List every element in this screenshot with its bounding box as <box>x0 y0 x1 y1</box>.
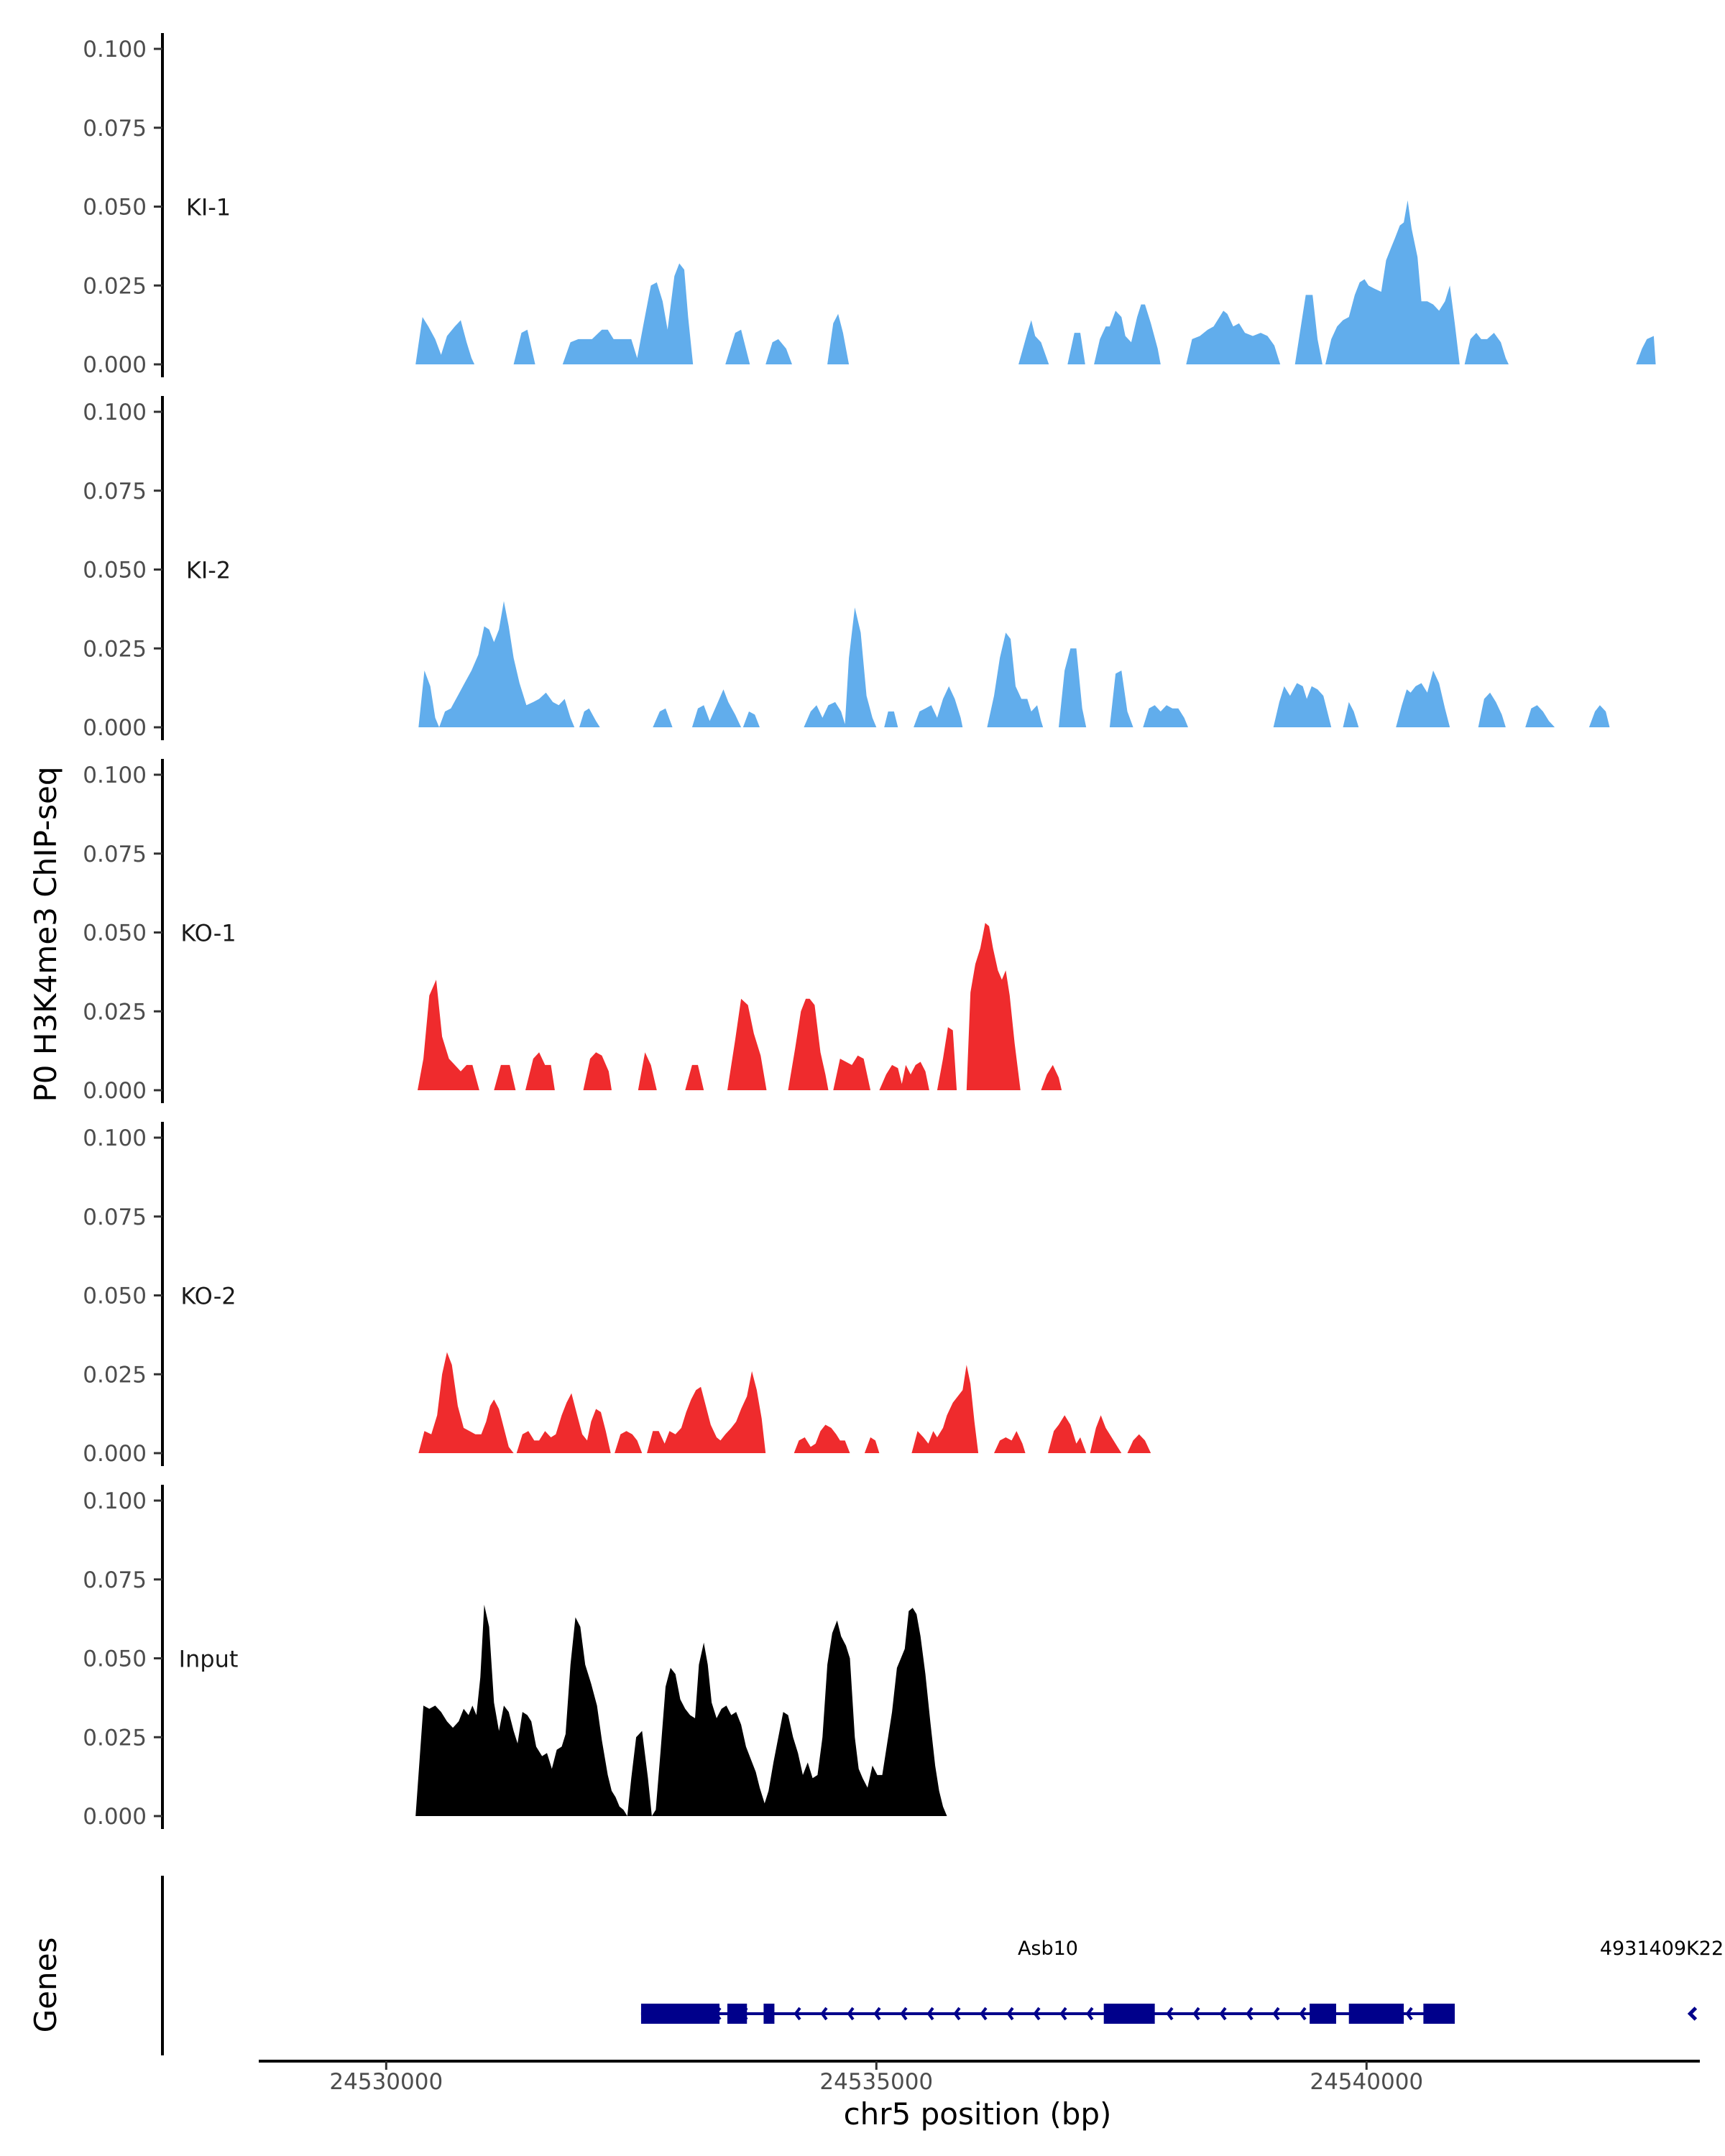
gene-label: 4931409K22R <box>1600 1938 1725 1960</box>
track-label: KI-1 <box>186 194 231 221</box>
strand-arrow <box>794 2007 801 2021</box>
strand-arrow <box>1033 2007 1041 2021</box>
y-tick-label: 0.000 <box>83 1804 147 1830</box>
signal-area-ko-1 <box>418 923 1062 1090</box>
strand-arrow <box>1166 2007 1174 2021</box>
y-tick-label: 0.050 <box>83 1284 147 1309</box>
y-tick-label: 0.075 <box>83 1204 147 1230</box>
signal-area-ko-2 <box>418 1352 1151 1453</box>
y-tick-label: 0.000 <box>83 1441 147 1467</box>
y-tick-label: 0.100 <box>83 1125 147 1151</box>
y-tick-label: 0.075 <box>83 116 147 142</box>
strand-arrow <box>1299 2007 1307 2021</box>
y-tick-label: 0.000 <box>83 352 147 378</box>
track-ko-2: 0.000 0.025 0.050 0.075 0.100 KO-2 <box>83 1122 1151 1467</box>
gene-exon <box>640 2004 720 2024</box>
gene-label: Asb10 <box>1018 1938 1078 1960</box>
x-tick-label: 24540000 <box>1310 2069 1423 2095</box>
y-tick-label: 0.025 <box>83 999 147 1025</box>
strand-arrow <box>1246 2007 1254 2021</box>
strand-arrow <box>1192 2007 1200 2021</box>
strand-arrow <box>1219 2007 1227 2021</box>
gene-exon <box>1310 2004 1336 2024</box>
y-tick-label: 0.075 <box>83 842 147 867</box>
y-tick-label: 0.050 <box>83 195 147 221</box>
y-tick-label: 0.100 <box>83 37 147 63</box>
track-input: 0.000 0.025 0.050 0.075 0.100 Input <box>83 1485 947 1830</box>
track-label: KO-2 <box>180 1283 236 1310</box>
y-tick-label: 0.000 <box>83 1078 147 1104</box>
y-tick-label: 0.025 <box>83 1725 147 1751</box>
strand-arrow <box>1272 2007 1280 2021</box>
strand-arrow <box>820 2007 828 2021</box>
y-tick-label: 0.000 <box>83 715 147 741</box>
y-tick-label: 0.075 <box>83 479 147 505</box>
gene-exon <box>1103 2004 1155 2024</box>
track-label: Input <box>179 1646 239 1673</box>
strand-arrow <box>1059 2007 1067 2021</box>
gene-exon <box>763 2004 775 2024</box>
gene-exon <box>1423 2004 1455 2024</box>
gene-exon <box>1348 2004 1404 2024</box>
track-ki-1: 0.000 0.025 0.050 0.075 0.100 KI-1 <box>83 33 1656 378</box>
track-ki-2: 0.000 0.025 0.050 0.075 0.100 KI-2 <box>83 396 1610 741</box>
y-tick-label: 0.075 <box>83 1567 147 1593</box>
y-tick-label: 0.100 <box>83 763 147 788</box>
gene-asb10: Asb10 <box>640 1938 1455 2024</box>
y-tick-label: 0.050 <box>83 558 147 584</box>
signal-area-input <box>415 1604 947 1816</box>
y-tick-label: 0.100 <box>83 400 147 425</box>
gene-4931409k22r: 4931409K22R <box>1600 1938 1725 2021</box>
y-tick-label: 0.025 <box>83 1362 147 1388</box>
track-ko-1: 0.000 0.025 0.050 0.075 0.100 KO-1 <box>83 759 1062 1104</box>
x-tick-label: 24530000 <box>329 2069 443 2095</box>
signal-area-ki-2 <box>418 601 1610 727</box>
y-axis-title: P0 H3K4me3 ChIP-seq <box>28 766 63 1102</box>
track-label: KI-2 <box>186 557 231 584</box>
x-tick-label: 24535000 <box>819 2069 933 2095</box>
gene-track: Genes Asb10 4931409K22R <box>28 1876 1725 2055</box>
x-axis: 24530000 24535000 24540000 <box>259 2060 1700 2095</box>
y-tick-label: 0.100 <box>83 1488 147 1514</box>
track-label: KO-1 <box>180 920 236 947</box>
strand-arrow <box>1006 2007 1014 2021</box>
signal-area-ki-1 <box>415 200 1656 364</box>
gene-exon <box>727 2004 748 2024</box>
x-axis-title: chr5 position (bp) <box>844 2096 1112 2132</box>
y-tick-label: 0.050 <box>83 1646 147 1672</box>
strand-arrow <box>900 2007 908 2021</box>
strand-arrow <box>926 2007 934 2021</box>
strand-arrow <box>847 2007 855 2021</box>
strand-arrow <box>953 2007 961 2021</box>
strand-arrow <box>1405 2007 1413 2021</box>
y-tick-label: 0.025 <box>83 273 147 299</box>
strand-arrow <box>873 2007 881 2021</box>
gene-track-title: Genes <box>28 1938 63 2033</box>
y-tick-label: 0.025 <box>83 636 147 662</box>
strand-arrow <box>1086 2007 1094 2021</box>
strand-arrow <box>1687 2007 1698 2021</box>
strand-arrow <box>980 2007 988 2021</box>
y-tick-label: 0.050 <box>83 921 147 946</box>
